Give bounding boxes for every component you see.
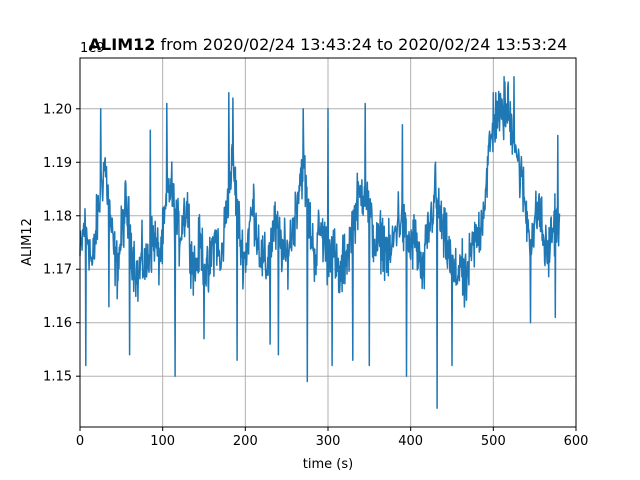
- x-tick-label: 400: [398, 434, 423, 449]
- x-ticks: 0 100 200 300 400 500 600: [76, 427, 589, 449]
- chart-title: ALIM12 from 2020/02/24 13:43:24 to 2020/…: [89, 35, 568, 54]
- y-tick-label: 1.18: [43, 209, 72, 224]
- series-line-alim12: [79, 75, 561, 410]
- y-ticks: 1.15 1.16 1.17 1.18 1.19 1.20: [43, 102, 80, 385]
- x-tick-label: 300: [316, 434, 341, 449]
- x-tick-label: 0: [76, 434, 84, 449]
- y-tick-label: 1.15: [43, 370, 72, 385]
- x-axis-label: time (s): [303, 457, 353, 472]
- y-tick-label: 1.16: [43, 316, 72, 331]
- x-tick-label: 500: [481, 434, 506, 449]
- chart-title-bold: ALIM12: [89, 35, 156, 54]
- chart-title-rest: from 2020/02/24 13:43:24 to 2020/02/24 1…: [155, 35, 567, 54]
- y-tick-label: 1.19: [43, 156, 72, 171]
- x-tick-label: 100: [150, 434, 175, 449]
- x-tick-label: 200: [233, 434, 258, 449]
- y-tick-label: 1.20: [43, 102, 72, 117]
- series-group: [79, 75, 561, 410]
- y-tick-label: 1.17: [43, 263, 72, 278]
- x-tick-label: 600: [564, 434, 589, 449]
- y-axis-label: ALIM12: [20, 218, 35, 266]
- y-offset-text: 1e9: [80, 41, 105, 56]
